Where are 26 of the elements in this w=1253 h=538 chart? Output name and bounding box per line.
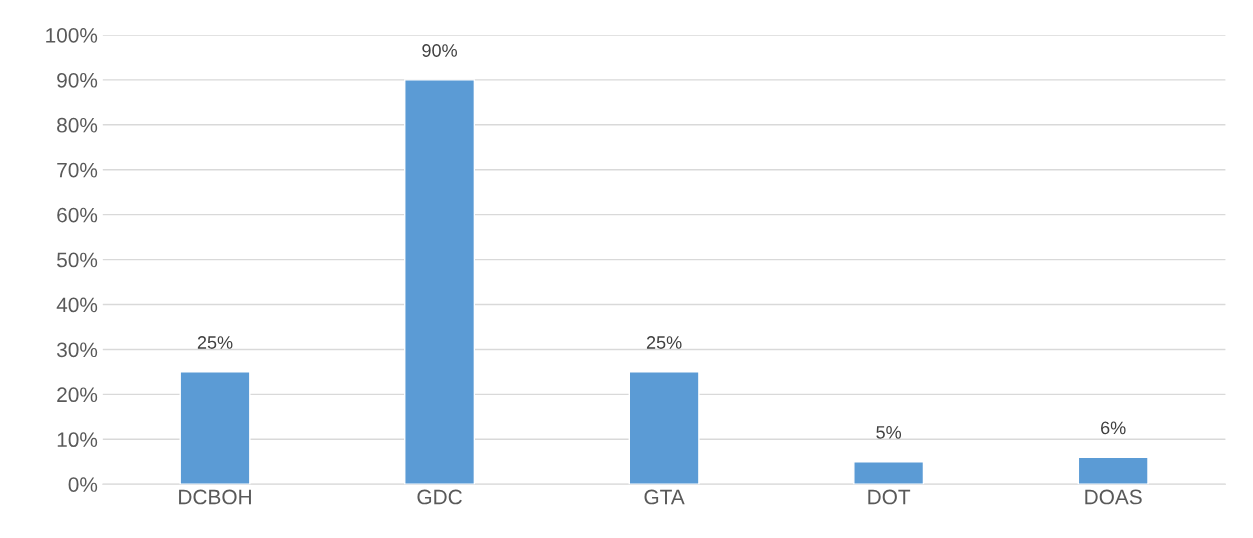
x-tick-label: DOAS bbox=[1085, 489, 1142, 505]
bar bbox=[404, 79, 476, 485]
y-tick-label: 20% bbox=[57, 387, 98, 403]
y-tick-label: 0% bbox=[68, 477, 98, 492]
y-tick-label: 40% bbox=[56, 297, 98, 313]
y-tick-label: 10% bbox=[57, 432, 98, 448]
x-tick-label: GTA bbox=[644, 489, 685, 505]
x-tick-label: GDC bbox=[417, 489, 462, 505]
data-label: 90% bbox=[422, 44, 457, 57]
data-label: 5% bbox=[876, 426, 902, 439]
y-tick-label: 90% bbox=[57, 72, 98, 88]
y-tick-label: 30% bbox=[56, 342, 98, 358]
bar bbox=[853, 461, 925, 485]
bar bbox=[1077, 456, 1149, 485]
y-tick-label: 100% bbox=[46, 27, 98, 43]
data-label: 6% bbox=[1101, 421, 1126, 435]
bar bbox=[628, 371, 700, 485]
x-tick-label: DCBOH bbox=[179, 489, 251, 505]
y-tick-label: 50% bbox=[57, 252, 98, 268]
y-tick-label: 70% bbox=[57, 162, 98, 178]
data-label: 25% bbox=[646, 336, 682, 349]
y-tick-label: 60% bbox=[57, 207, 98, 223]
x-tick-label: DOT bbox=[868, 489, 911, 505]
bar bbox=[179, 371, 251, 485]
y-tick-label: 80% bbox=[57, 117, 98, 133]
data-label: 25% bbox=[197, 336, 233, 349]
